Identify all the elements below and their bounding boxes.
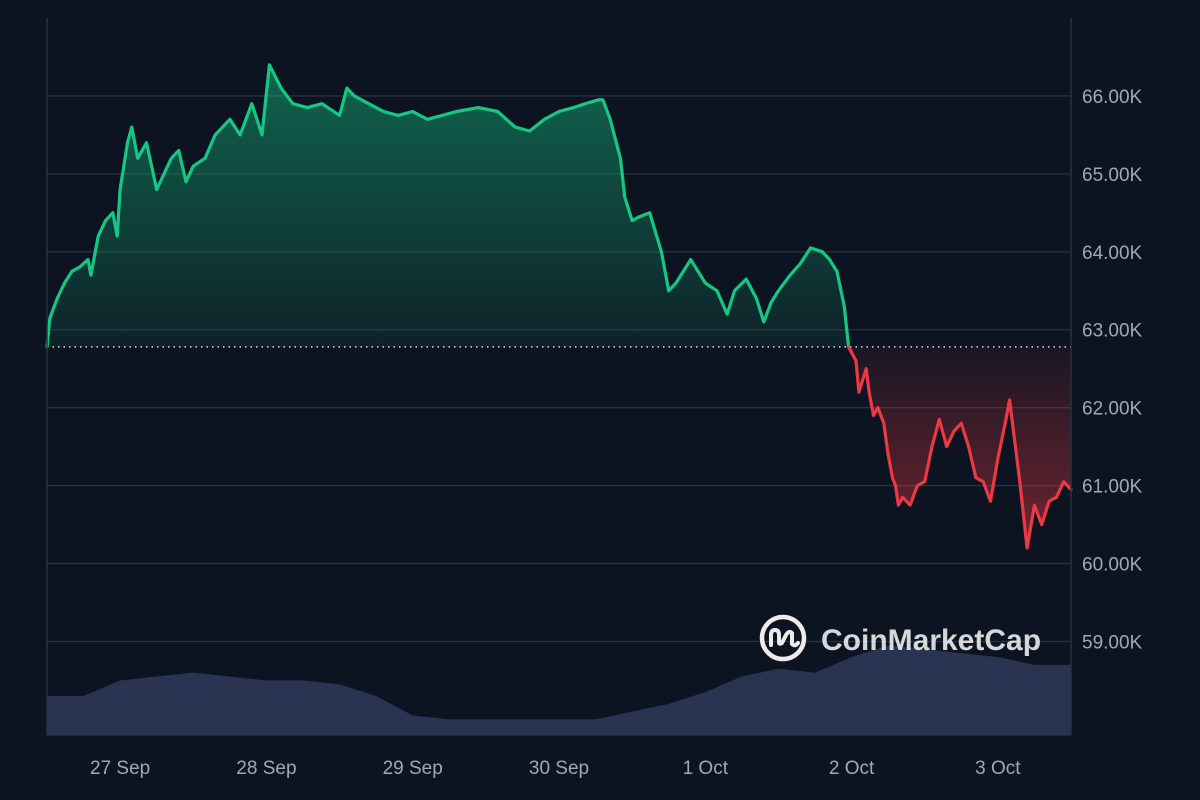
y-tick-label: 63.00K <box>1082 321 1143 342</box>
y-tick-label: 60.00K <box>1082 555 1143 576</box>
coinmarketcap-logo-icon <box>759 614 807 662</box>
y-axis-labels: 59.00K 60.00K 61.00K 62.00K 63.00K 64.00K 65.0… <box>1082 87 1143 654</box>
series-line-down <box>847 345 1073 550</box>
volume-bars <box>47 645 1071 735</box>
watermark-text: CoinMarketCap <box>821 624 1041 657</box>
y-tick-label: 61.00K <box>1082 477 1143 498</box>
x-tick-label: 29 Sep <box>383 758 443 779</box>
series-line-up <box>45 63 851 349</box>
area-above-baseline <box>47 64 849 347</box>
x-axis-labels: 27 Sep 28 Sep 29 Sep 30 Sep 1 Oct 2 Oct 3 Oct <box>90 758 1021 779</box>
y-tick-label: 64.00K <box>1082 243 1143 264</box>
volume-area <box>47 645 1071 735</box>
price-lines <box>45 63 1073 550</box>
y-tick-label: 62.00K <box>1082 399 1143 420</box>
x-tick-label: 3 Oct <box>975 758 1021 779</box>
y-tick-label: 66.00K <box>1082 87 1143 108</box>
watermark: CoinMarketCap <box>759 614 1041 662</box>
x-tick-label: 1 Oct <box>683 758 729 779</box>
x-tick-label: 30 Sep <box>529 758 589 779</box>
x-tick-label: 28 Sep <box>236 758 296 779</box>
y-tick-label: 59.00K <box>1082 632 1143 653</box>
y-tick-label: 65.00K <box>1082 165 1143 186</box>
chart-frame <box>46 18 1072 736</box>
x-tick-label: 27 Sep <box>90 758 150 779</box>
x-tick-label: 2 Oct <box>829 758 875 779</box>
